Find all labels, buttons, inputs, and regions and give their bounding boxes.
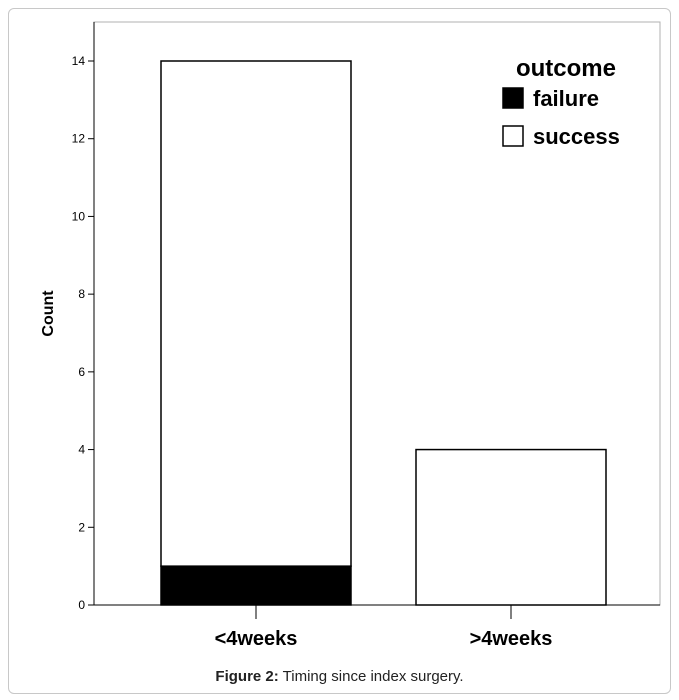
legend-label-failure: failure — [533, 86, 599, 111]
y-tick-label: 14 — [72, 54, 86, 68]
y-tick-label: 4 — [78, 443, 85, 457]
x-category-label: >4weeks — [470, 628, 553, 650]
y-axis-label: Count — [40, 290, 57, 337]
y-tick-label: 12 — [72, 132, 86, 146]
chart-legend: outcome failure success — [502, 55, 620, 149]
figure-frame — [8, 8, 671, 694]
caption-label: Figure 2: — [215, 668, 279, 685]
legend-label-success: success — [533, 124, 620, 149]
legend-swatch-failure — [502, 87, 524, 109]
legend-title: outcome — [516, 55, 616, 82]
stacked-bar-chart: 0 2 4 6 8 10 12 14 Count <4weeks >4weeks outcome fa… — [40, 21, 661, 650]
bar-success-0 — [160, 60, 352, 567]
bar-failure-0 — [160, 565, 352, 606]
y-tick-label: 10 — [72, 209, 86, 223]
y-tick-label: 6 — [78, 365, 85, 379]
figure-caption: Figure 2: Timing since index surgery. — [0, 668, 679, 685]
x-category-label: <4weeks — [215, 628, 298, 650]
legend-swatch-success — [502, 125, 524, 147]
caption-text: Timing since index surgery. — [278, 668, 464, 685]
chart-bars — [160, 60, 607, 606]
y-tick-label: 0 — [78, 598, 85, 612]
y-tick-label: 8 — [78, 287, 85, 301]
y-tick-label: 2 — [78, 520, 85, 534]
bar-success-1 — [415, 448, 607, 606]
